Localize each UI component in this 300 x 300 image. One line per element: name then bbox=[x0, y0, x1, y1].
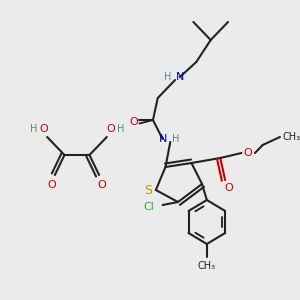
Text: H: H bbox=[30, 124, 38, 134]
Text: CH₃: CH₃ bbox=[198, 261, 216, 271]
Text: H: H bbox=[172, 134, 180, 144]
Text: O: O bbox=[106, 124, 115, 134]
Text: N: N bbox=[158, 134, 167, 144]
Text: H: H bbox=[117, 124, 124, 134]
Text: O: O bbox=[98, 180, 106, 190]
Text: S: S bbox=[144, 184, 152, 196]
Text: CH₃: CH₃ bbox=[282, 132, 300, 142]
Text: O: O bbox=[225, 183, 233, 193]
Text: O: O bbox=[48, 180, 56, 190]
Text: N: N bbox=[176, 72, 184, 82]
Text: O: O bbox=[39, 124, 48, 134]
Text: Cl: Cl bbox=[144, 202, 154, 212]
Text: H: H bbox=[164, 72, 171, 82]
Text: O: O bbox=[129, 117, 138, 127]
Text: O: O bbox=[244, 148, 253, 158]
